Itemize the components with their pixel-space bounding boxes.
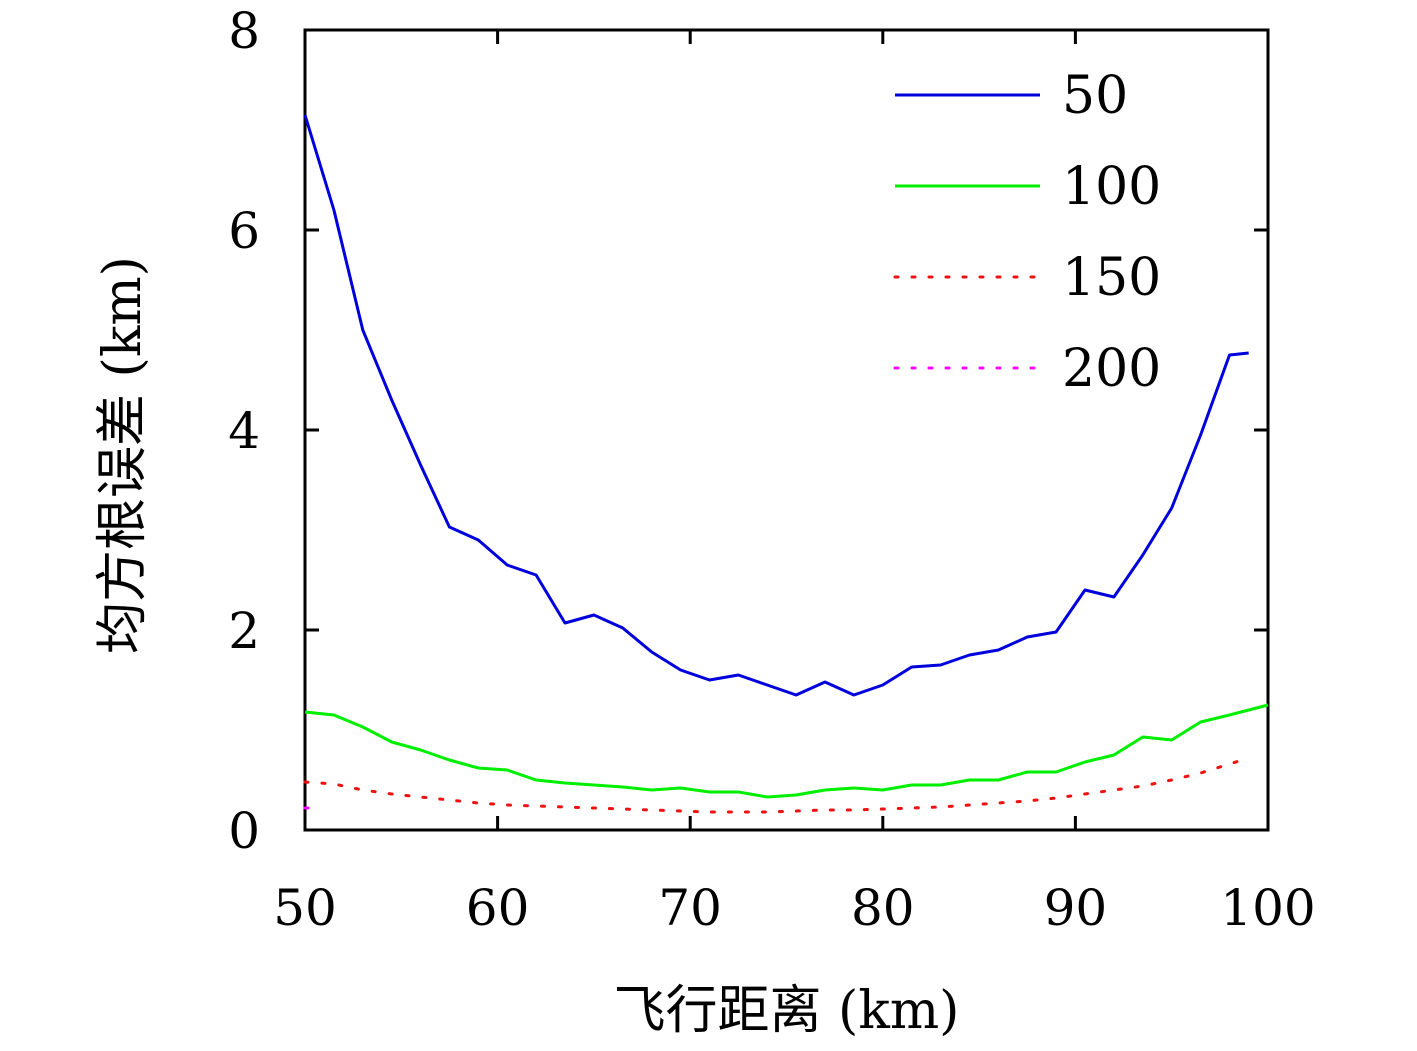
x-tick-label: 100	[1220, 879, 1315, 937]
legend-label-150: 150	[1062, 248, 1161, 308]
y-tick-label: 4	[228, 402, 260, 460]
x-tick-label: 50	[273, 879, 337, 937]
y-tick-label: 8	[228, 2, 260, 60]
plot-frame	[303, 28, 1270, 832]
x-tick-label: 90	[1044, 879, 1108, 937]
series-line-50	[303, 114, 1249, 697]
series-line-100	[304, 703, 1269, 799]
y-axis-title: 均方根误差 (km)	[93, 256, 153, 654]
y-tick-label: 0	[228, 802, 260, 860]
plot-area: 50 100 150 200	[303, 28, 1270, 832]
legend-label-50: 50	[1062, 66, 1128, 126]
series-layer	[303, 114, 1269, 814]
legend-label-100: 100	[1062, 157, 1161, 217]
y-tick-label: 2	[228, 602, 260, 660]
series-line-150	[303, 756, 1251, 814]
y-tick-label: 6	[228, 202, 260, 260]
legend-label-200: 200	[1062, 339, 1161, 399]
axis-ticks	[303, 28, 1270, 832]
legend: 50 100 150 200	[893, 66, 1161, 399]
x-axis-title: 飞行距离 (km)	[614, 981, 960, 1041]
x-tick-label: 80	[851, 879, 915, 937]
x-tick-label: 70	[658, 879, 722, 937]
tick-labels: 50 60 70 80 90 100 0 2 4 6 8	[228, 2, 1316, 937]
x-tick-label: 60	[466, 879, 530, 937]
